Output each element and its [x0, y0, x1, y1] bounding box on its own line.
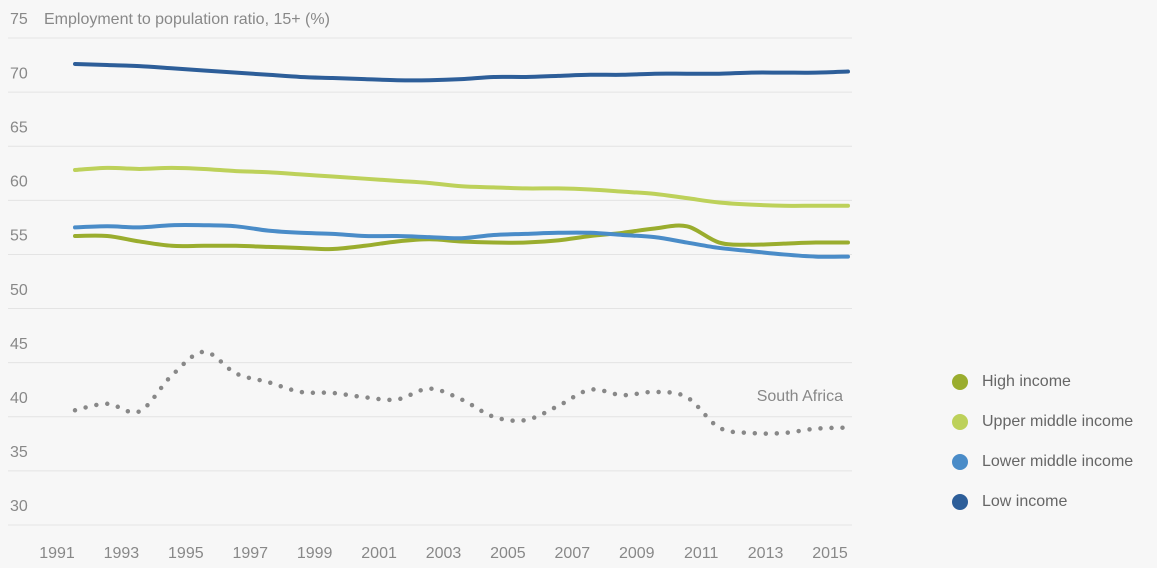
series-line [73, 223, 850, 252]
y-tick-label: 35 [10, 444, 28, 461]
x-tick-label: 2015 [812, 545, 848, 562]
legend-marker [952, 414, 968, 430]
legend-label: High income [982, 373, 1071, 390]
x-tick-label: 1993 [104, 545, 140, 562]
x-tick-label: 2011 [684, 545, 719, 562]
y-tick-label: 40 [10, 390, 28, 407]
x-tick-label: 2003 [426, 545, 462, 562]
legend-marker [952, 454, 968, 470]
x-tick-label: 1991 [39, 545, 75, 562]
x-tick-label: 2005 [490, 545, 526, 562]
legend-label: Lower middle income [982, 453, 1133, 470]
y-tick-label: 65 [10, 119, 28, 136]
legend-marker [952, 494, 968, 510]
y-tick-label: 75 [10, 11, 28, 28]
legend-label: Upper middle income [982, 413, 1133, 430]
x-tick-label: 2001 [361, 545, 397, 562]
legend-label: Low income [982, 493, 1067, 510]
y-tick-label: 50 [10, 282, 28, 299]
x-tick-label: 2007 [555, 545, 591, 562]
y-tick-label: 45 [10, 336, 28, 353]
y-tick-label: 70 [10, 65, 28, 82]
x-tick-label: 1995 [168, 545, 204, 562]
series-line [73, 223, 850, 259]
y-tick-label: 55 [10, 228, 28, 245]
chart-title: Employment to population ratio, 15+ (%) [44, 11, 330, 28]
legend-marker [952, 374, 968, 390]
x-tick-label: 1999 [297, 545, 333, 562]
y-tick-label: 60 [10, 174, 28, 191]
south-africa-line [72, 349, 851, 436]
x-tick-label: 2013 [748, 545, 784, 562]
y-tick-label: 30 [10, 498, 28, 515]
series-line [73, 61, 850, 83]
x-tick-label: 1997 [232, 545, 268, 562]
x-tick-label: 2009 [619, 545, 655, 562]
annotation: South Africa [757, 388, 843, 405]
series-line [73, 165, 850, 208]
